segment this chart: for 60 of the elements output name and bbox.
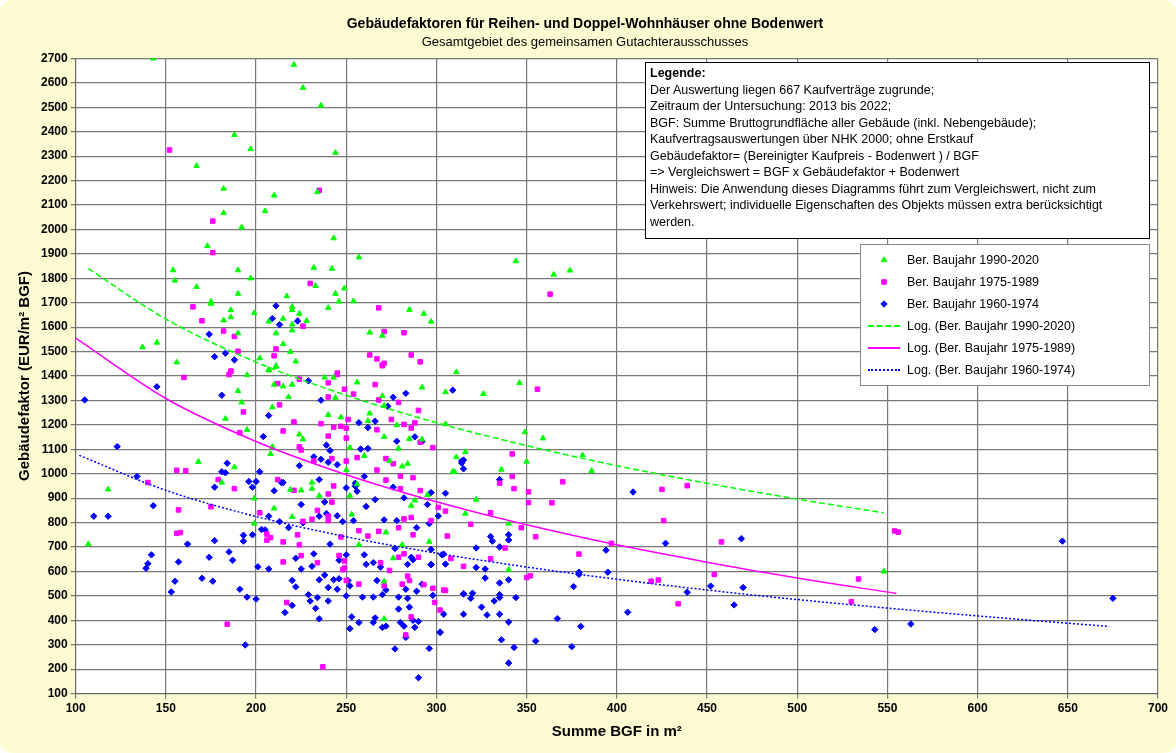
y-tick-label: 100 — [47, 685, 69, 700]
y-tick-label: 1800 — [40, 270, 69, 285]
annotation: Kaufvertragsauswertungen über NHK 2000; ohne Erstkauf — [650, 131, 975, 148]
y-tick-label: 2600 — [40, 75, 69, 90]
line-series — [75, 337, 898, 595]
y-tick-label: 1000 — [40, 466, 69, 481]
y-tick-label: 1900 — [40, 246, 69, 261]
chart-subtitle: Gesamtgebiet des gemeinsamen Gutachterausschusses — [421, 34, 749, 50]
legend-label: Ber. Baujahr 1990-2020 — [907, 253, 1040, 268]
y-tick-label: 900 — [47, 490, 69, 505]
y-tick-label: 1700 — [40, 295, 69, 310]
x-tick-label: 150 — [155, 701, 177, 716]
chart-title: Gebäudefaktoren für Reihen- und Doppel-Wohnhäuser ohne Bodenwert — [346, 15, 824, 32]
annotation: Der Auswertung liegen 667 Kaufverträge zugrunde; — [650, 81, 936, 99]
y-tick-label: 1100 — [41, 441, 69, 456]
x-axis-title: Summe BGF in m² — [551, 722, 682, 740]
annotation: Hinweis: Die Anwendung dieses Diagramms führt zum Vergleichswert, nicht zum Verkehrswert; individuelle Eigenschaften des Objekts müssen extra berücksichtigt werden. — [650, 180, 1104, 231]
y-tick-label: 2100 — [40, 197, 69, 212]
line-series — [87, 267, 885, 514]
annotation: Gebäudefaktor= (Bereinigter Kaufpreis - Bodenwert ) / BGF — [650, 147, 980, 165]
y-axis-title: Gebäudefaktor (EUR/m² BGF) — [15, 270, 33, 482]
x-tick-label: 400 — [606, 701, 628, 716]
x-tick-label: 700 — [1147, 701, 1169, 716]
legend-label: Log. (Ber. Baujahr 1990-2020) — [907, 319, 1076, 334]
y-tick-label: 600 — [47, 563, 69, 578]
legend-label: Ber. Baujahr 1975-1989 — [907, 275, 1040, 290]
x-tick-label: 250 — [336, 701, 357, 716]
x-tick-label: 300 — [426, 701, 447, 716]
y-tick-label: 1400 — [40, 368, 69, 383]
y-tick-label: 400 — [47, 612, 69, 627]
y-tick-label: 1600 — [40, 319, 69, 334]
x-tick-label: 500 — [787, 701, 808, 716]
y-tick-label: 200 — [47, 661, 69, 676]
y-tick-label: 2500 — [40, 99, 69, 114]
annotation: Zeitraum der Untersuchung: 2013 bis 2022; — [650, 98, 893, 115]
annotation: BGF: Summe Bruttogrundfläche aller Gebäude (inkl. Nebengebäude); — [650, 114, 1038, 132]
y-tick-label: 1500 — [40, 343, 69, 358]
legend-label: Log. (Ber. Baujahr 1960-1974) — [907, 363, 1076, 378]
y-tick-label: 700 — [47, 539, 69, 554]
x-tick-label: 650 — [1057, 701, 1079, 716]
x-tick-label: 200 — [246, 701, 267, 716]
legend-label: Ber. Baujahr 1960-1974 — [907, 297, 1040, 312]
x-tick-label: 100 — [65, 701, 87, 716]
x-tick-label: 450 — [697, 701, 718, 716]
y-tick-label: 2000 — [40, 221, 69, 236]
y-tick-label: 2700 — [40, 50, 69, 65]
x-tick-label: 600 — [967, 701, 988, 716]
x-tick-label: 350 — [516, 701, 537, 716]
annotation: => Vergleichswert = BGF x Gebäudefaktor + Bodenwert — [650, 164, 961, 181]
y-tick-label: 2200 — [40, 172, 69, 187]
y-tick-label: 1200 — [40, 417, 69, 432]
y-tick-label: 800 — [47, 514, 69, 529]
legend-label: Log. (Ber. Baujahr 1975-1989) — [907, 341, 1076, 356]
y-tick-label: 300 — [47, 637, 69, 652]
y-tick-label: 1300 — [40, 392, 69, 407]
x-tick-label: 550 — [877, 701, 898, 716]
y-tick-label: 2300 — [40, 148, 69, 163]
y-tick-label: 2400 — [40, 124, 69, 138]
y-tick-label: 500 — [47, 588, 69, 603]
annotation: Legende: — [650, 65, 707, 82]
